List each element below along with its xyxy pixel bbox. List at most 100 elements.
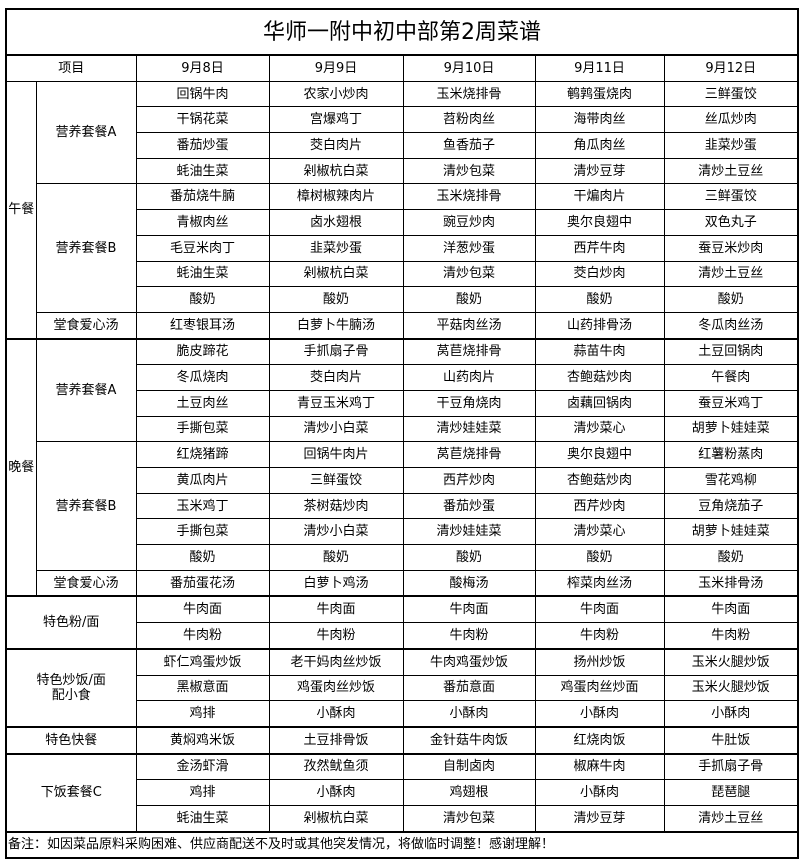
dish-cell: 毛豆米肉丁 (135, 234, 270, 262)
header-row: 项目 9月8日 9月9日 9月10日 9月11日 9月12日 (5, 54, 799, 82)
dish-cell: 回锅牛肉 (135, 80, 270, 108)
dish-cell: 干煸肉片 (534, 183, 665, 211)
group-label: 营养套餐B (35, 441, 137, 571)
dish-cell: 红枣银耳汤 (135, 311, 270, 340)
dish-cell: 清炒娃娃菜 (402, 415, 536, 443)
menu-row: 特色炒饭/面 配小食 虾仁鸡蛋炒饭 老干妈肉丝炒饭 牛肉鸡蛋炒饭 扬州炒饭 玉米火腿炒饭 (5, 647, 799, 728)
dish-cell: 茶树菇炒肉 (268, 492, 404, 520)
header-date: 9月8日 (135, 54, 270, 82)
menu-row: 营养套餐B 番茄烧牛腩 樟树椒辣肉片 玉米烧排骨 干煸肉片 三鲜蛋饺 (6, 183, 799, 313)
dish-cell: 酸奶 (534, 286, 665, 313)
dish-cell: 酸奶 (268, 544, 404, 571)
dish-cell: 鸡排 (135, 779, 270, 806)
header-date: 9月12日 (663, 54, 799, 82)
dish-cell: 冬瓜烧肉 (135, 364, 270, 391)
dish-cell: 手抓扇子骨 (663, 752, 799, 781)
header-date: 9月9日 (268, 54, 404, 82)
dish-cell: 清炒包菜 (402, 260, 536, 288)
dish-cell: 蚕豆米炒肉 (663, 234, 799, 262)
menu-row: 午餐 营养套餐A 回锅牛肉 农家小炒肉 玉米烧排骨 鹌鹑蛋烧肉 三鲜蛋饺 (5, 80, 799, 340)
dish-cell: 手抓扇子骨 (268, 337, 404, 366)
menu-row: 蚝油生菜 剁椒杭白菜 清炒包菜 清炒豆芽 清炒土豆丝 (6, 157, 799, 185)
dish-cell: 椒麻牛肉 (534, 752, 665, 781)
dish-cell: 番茄炒蛋 (135, 132, 270, 159)
dish-cell: 杏鲍菇炒肉 (534, 364, 665, 391)
special-label: 特色炒饭/面 配小食 (5, 647, 137, 728)
dish-cell: 农家小炒肉 (268, 80, 404, 108)
menu-row: 青椒肉丝 卤水翅根 豌豆炒肉 奥尔良翅中 双色丸子 (6, 209, 799, 236)
dish-cell: 小酥肉 (534, 779, 665, 806)
meal-label: 晚餐 (5, 337, 37, 597)
dish-cell: 苕粉肉丝 (402, 106, 536, 134)
dish-cell: 胡萝卜娃娃菜 (663, 518, 799, 546)
dish-cell: 洋葱炒蛋 (402, 234, 536, 262)
dish-cell: 番茄炒蛋 (402, 492, 536, 520)
dish-cell: 酸奶 (534, 544, 665, 571)
dish-cell: 西芹炒肉 (534, 492, 665, 520)
dish-cell: 脆皮蹄花 (135, 337, 270, 366)
dish-cell: 宫爆鸡丁 (268, 106, 404, 134)
menu-row: 堂食爱心汤 番茄蛋花汤 白萝卜鸡汤 酸梅汤 榨菜肉丝汤 玉米排骨汤 (6, 569, 799, 597)
dish-cell: 山药排骨汤 (534, 311, 665, 340)
dish-cell: 清炒菜心 (534, 415, 665, 443)
dish-cell: 酸奶 (663, 286, 799, 313)
dish-cell: 清炒小白菜 (268, 415, 404, 443)
page-title: 华师一附中初中部第2周菜谱 (5, 8, 799, 56)
dish-cell: 莴苣烧排骨 (402, 337, 536, 366)
dish-cell: 牛肉粉 (268, 622, 404, 650)
dish-cell: 卤藕回锅肉 (534, 389, 665, 417)
note-row: 备注：如因菜品原料采购困难、供应商配送不及时或其他突发情况，将做临时调整！感谢理… (5, 830, 799, 859)
dish-cell: 鹌鹑蛋烧肉 (534, 80, 665, 108)
menu-row: 黄瓜肉片 三鲜蛋饺 西芹炒肉 杏鲍菇炒肉 雪花鸡柳 (6, 467, 799, 494)
dish-cell: 小酥肉 (663, 700, 799, 728)
dish-cell: 鸡蛋肉丝炒饭 (268, 674, 404, 702)
dish-cell: 牛肚饭 (663, 725, 799, 755)
dish-cell: 蚝油生菜 (135, 260, 270, 288)
dish-cell: 牛肉鸡蛋炒饭 (402, 647, 536, 676)
menu-row: 牛肉粉 牛肉粉 牛肉粉 牛肉粉 牛肉粉 (6, 622, 799, 650)
dish-cell: 鸡蛋肉丝炒面 (534, 674, 665, 702)
title-row: 华师一附中初中部第2周菜谱 (5, 8, 799, 56)
dish-cell: 双色丸子 (663, 209, 799, 236)
dish-cell: 玉米火腿炒饭 (663, 674, 799, 702)
dish-cell: 自制卤肉 (402, 752, 536, 781)
menu-row: 干锅花菜 宫爆鸡丁 苕粉肉丝 海带肉丝 丝瓜炒肉 (6, 106, 799, 134)
dish-cell: 红薯粉蒸肉 (663, 441, 799, 468)
header-date: 9月11日 (534, 54, 665, 82)
dish-cell: 豌豆炒肉 (402, 209, 536, 236)
dish-cell: 杏鲍菇炒肉 (534, 467, 665, 494)
menu-row: 鸡排 小酥肉 小酥肉 小酥肉 小酥肉 (6, 700, 799, 728)
dish-cell: 手撕包菜 (135, 415, 270, 443)
menu-row: 土豆肉丝 青豆玉米鸡丁 干豆角烧肉 卤藕回锅肉 蚕豆米鸡丁 (6, 389, 799, 417)
group-label: 营养套餐A (35, 80, 137, 185)
dish-cell: 茭白肉片 (268, 132, 404, 159)
dish-cell: 酸梅汤 (402, 569, 536, 597)
dish-cell: 角瓜肉丝 (534, 132, 665, 159)
dish-cell: 丝瓜炒肉 (663, 106, 799, 134)
dish-cell: 牛肉粉 (135, 622, 270, 650)
dish-cell: 金汤虾滑 (135, 752, 270, 781)
dish-cell: 午餐肉 (663, 364, 799, 391)
dish-cell: 扬州炒饭 (534, 647, 665, 676)
dish-cell: 清炒豆芽 (534, 157, 665, 185)
dish-cell: 干豆角烧肉 (402, 389, 536, 417)
dish-cell: 土豆回锅肉 (663, 337, 799, 366)
dish-cell: 番茄烧牛腩 (135, 183, 270, 211)
menu-row: 毛豆米肉丁 韭菜炒蛋 洋葱炒蛋 西芹牛肉 蚕豆米炒肉 (6, 234, 799, 262)
dish-cell: 清炒包菜 (402, 804, 536, 833)
dish-cell: 清炒土豆丝 (663, 804, 799, 833)
menu-row: 晚餐 营养套餐A 脆皮蹄花 手抓扇子骨 莴苣烧排骨 蒜苗牛肉 土豆回锅肉 (5, 337, 799, 597)
dish-cell: 蚕豆米鸡丁 (663, 389, 799, 417)
dish-cell: 玉米鸡丁 (135, 492, 270, 520)
dish-cell: 樟树椒辣肉片 (268, 183, 404, 211)
menu-row: 特色粉/面 牛肉面 牛肉面 牛肉面 牛肉面 牛肉面 (5, 595, 799, 650)
dish-cell: 干锅花菜 (135, 106, 270, 134)
dish-cell: 奥尔良翅中 (534, 441, 665, 468)
special-label: 下饭套餐C (5, 752, 137, 833)
dish-cell: 三鲜蛋饺 (268, 467, 404, 494)
dish-cell: 奥尔良翅中 (534, 209, 665, 236)
menu-row: 营养套餐B 红烧猪蹄 回锅牛肉片 莴苣烧排骨 奥尔良翅中 红薯粉蒸肉 (6, 441, 799, 571)
dish-cell: 青椒肉丝 (135, 209, 270, 236)
dish-cell: 卤水翅根 (268, 209, 404, 236)
dish-cell: 剁椒杭白菜 (268, 804, 404, 833)
